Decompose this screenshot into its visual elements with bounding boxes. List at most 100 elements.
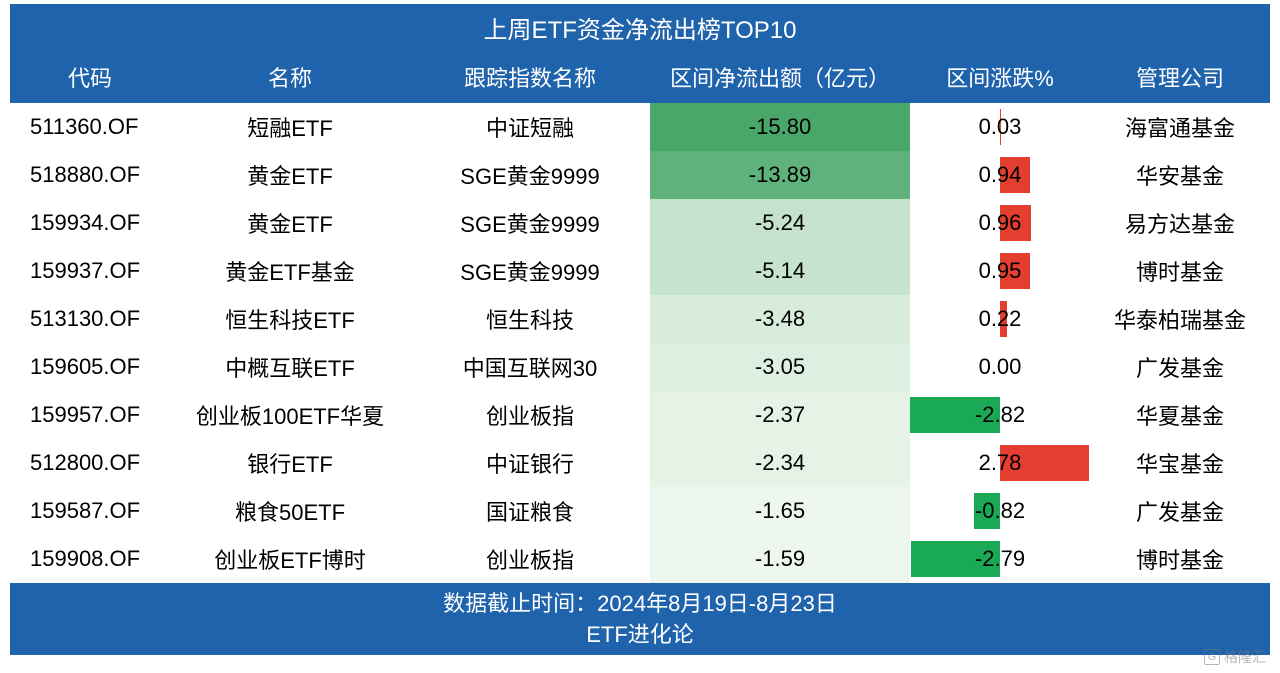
chg-value: -2.79 (975, 546, 1025, 572)
flow-value: -1.65 (755, 498, 805, 524)
cell-index: 恒生科技 (410, 295, 650, 343)
chg-value: 2.78 (979, 450, 1022, 476)
col-header-code: 代码 (10, 51, 170, 103)
footer-date-range: 数据截止时间：2024年8月19日-8月23日 (10, 589, 1270, 620)
cell-code: 512800.OF (10, 439, 170, 487)
flow-value: -3.05 (755, 354, 805, 380)
table-row: 512800.OF银行ETF中证银行 -2.34 2.78 华宝基金 (10, 439, 1270, 487)
chg-value: 0.00 (979, 354, 1022, 380)
cell-index: 中国互联网30 (410, 343, 650, 391)
cell-change-pct: 0.94 (910, 151, 1090, 199)
col-header-mgr: 管理公司 (1090, 51, 1270, 103)
cell-code: 159937.OF (10, 247, 170, 295)
cell-index: SGE黄金9999 (410, 199, 650, 247)
cell-net-outflow: -2.34 (650, 439, 910, 487)
cell-change-pct: 0.96 (910, 199, 1090, 247)
cell-code: 513130.OF (10, 295, 170, 343)
cell-index: 创业板指 (410, 391, 650, 439)
cell-index: SGE黄金9999 (410, 151, 650, 199)
cell-change-pct: -2.82 (910, 391, 1090, 439)
cell-code: 159587.OF (10, 487, 170, 535)
chg-value: 0.95 (979, 258, 1022, 284)
cell-code: 518880.OF (10, 151, 170, 199)
cell-name: 恒生科技ETF (170, 295, 410, 343)
table-footer: 数据截止时间：2024年8月19日-8月23日 ETF进化论 (10, 583, 1270, 655)
col-header-chg: 区间涨跌% (910, 51, 1090, 103)
cell-manager: 易方达基金 (1090, 199, 1270, 247)
cell-code: 159908.OF (10, 535, 170, 583)
cell-net-outflow: -15.80 (650, 103, 910, 151)
cell-net-outflow: -3.48 (650, 295, 910, 343)
table-row: 511360.OF短融ETF中证短融-15.800.03海富通基金 (10, 103, 1270, 151)
watermark: G 格隆汇 (1204, 647, 1266, 667)
table-row: 159934.OF黄金ETFSGE黄金9999-5.240.96易方达基金 (10, 199, 1270, 247)
cell-change-pct: 0.95 (910, 247, 1090, 295)
flow-value: -1.59 (755, 546, 805, 572)
cell-manager: 华宝基金 (1090, 439, 1270, 487)
cell-code: 511360.OF (10, 103, 170, 151)
cell-code: 159605.OF (10, 343, 170, 391)
cell-manager: 海富通基金 (1090, 103, 1270, 151)
cell-change-pct: 0.22 (910, 295, 1090, 343)
table-row: 159937.OF黄金ETF基金SGE黄金9999 -5.14 0.95 博时基金 (10, 247, 1270, 295)
cell-code: 159934.OF (10, 199, 170, 247)
chg-value: -0.82 (975, 498, 1025, 524)
cell-code: 159957.OF (10, 391, 170, 439)
cell-name: 黄金ETF基金 (170, 247, 410, 295)
chg-value: 0.96 (979, 210, 1022, 236)
cell-change-pct: -2.79 (910, 535, 1090, 583)
chg-value: 0.22 (979, 306, 1022, 332)
footer-source: ETF进化论 (10, 620, 1270, 651)
chg-value: -2.82 (975, 402, 1025, 428)
cell-manager: 博时基金 (1090, 535, 1270, 583)
flow-value: -13.89 (749, 162, 811, 188)
col-header-flow: 区间净流出额（亿元） (650, 51, 910, 103)
cell-name: 创业板ETF博时 (170, 535, 410, 583)
col-header-name: 名称 (170, 51, 410, 103)
cell-net-outflow: -2.37 (650, 391, 910, 439)
cell-change-pct: 0.00 (910, 343, 1090, 391)
cell-name: 短融ETF (170, 103, 410, 151)
table-body: 511360.OF短融ETF中证短融-15.800.03海富通基金518880.… (10, 103, 1270, 583)
cell-index: 创业板指 (410, 535, 650, 583)
cell-index: 中证银行 (410, 439, 650, 487)
flow-value: -3.48 (755, 306, 805, 332)
cell-index: 国证粮食 (410, 487, 650, 535)
cell-index: SGE黄金9999 (410, 247, 650, 295)
cell-name: 中概互联ETF (170, 343, 410, 391)
cell-net-outflow: -5.14 (650, 247, 910, 295)
cell-net-outflow: -5.24 (650, 199, 910, 247)
table-row: 518880.OF黄金ETFSGE黄金9999 -13.89 0.94 华安基金 (10, 151, 1270, 199)
cell-manager: 广发基金 (1090, 487, 1270, 535)
cell-manager: 华安基金 (1090, 151, 1270, 199)
table-row: 159908.OF创业板ETF博时创业板指 -1.59 -2.79 博时基金 (10, 535, 1270, 583)
table-row: 513130.OF恒生科技ETF恒生科技 -3.48 0.22 华泰柏瑞基金 (10, 295, 1270, 343)
cell-manager: 博时基金 (1090, 247, 1270, 295)
table-row: 159587.OF粮食50ETF国证粮食 -1.65 -0.82 广发基金 (10, 487, 1270, 535)
table-title: 上周ETF资金净流出榜TOP10 (10, 4, 1270, 51)
flow-value: -15.80 (749, 114, 811, 140)
cell-change-pct: 0.03 (910, 103, 1090, 151)
cell-change-pct: 2.78 (910, 439, 1090, 487)
watermark-text: 格隆汇 (1224, 647, 1266, 667)
table-row: 159957.OF创业板100ETF华夏创业板指-2.37-2.82华夏基金 (10, 391, 1270, 439)
flow-value: -5.24 (755, 210, 805, 236)
etf-outflow-table: 上周ETF资金净流出榜TOP10 代码 名称 跟踪指数名称 区间净流出额（亿元）… (10, 4, 1270, 655)
cell-manager: 广发基金 (1090, 343, 1270, 391)
cell-name: 银行ETF (170, 439, 410, 487)
watermark-icon: G (1204, 649, 1220, 665)
flow-value: -5.14 (755, 258, 805, 284)
flow-value: -2.34 (755, 450, 805, 476)
table-header-row: 代码 名称 跟踪指数名称 区间净流出额（亿元） 区间涨跌% 管理公司 (10, 51, 1270, 103)
cell-net-outflow: -1.65 (650, 487, 910, 535)
chg-value: 0.03 (979, 114, 1022, 140)
chg-value: 0.94 (979, 162, 1022, 188)
cell-net-outflow: -3.05 (650, 343, 910, 391)
cell-manager: 华泰柏瑞基金 (1090, 295, 1270, 343)
cell-name: 黄金ETF (170, 151, 410, 199)
cell-name: 创业板100ETF华夏 (170, 391, 410, 439)
cell-name: 粮食50ETF (170, 487, 410, 535)
cell-net-outflow: -13.89 (650, 151, 910, 199)
col-header-index: 跟踪指数名称 (410, 51, 650, 103)
flow-value: -2.37 (755, 402, 805, 428)
